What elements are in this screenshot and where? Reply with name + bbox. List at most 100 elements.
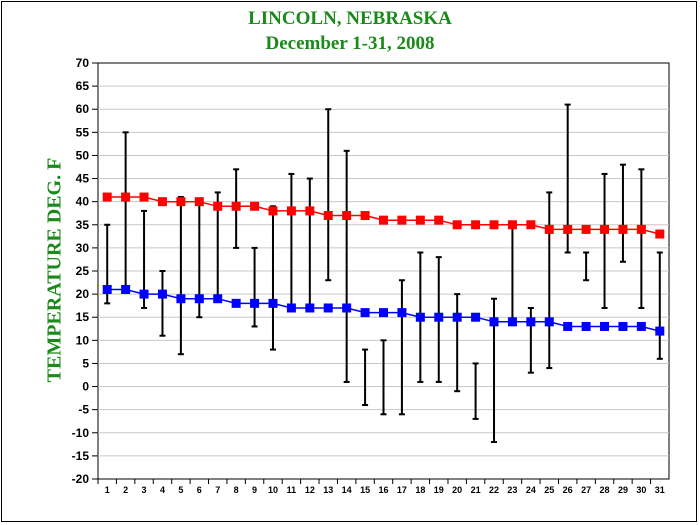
series-point-1 (507, 317, 517, 327)
series-point-0 (139, 192, 149, 202)
series-point-0 (452, 220, 462, 230)
x-tick-label: 21 (471, 485, 481, 495)
series-point-1 (489, 317, 499, 327)
series-point-1 (323, 303, 333, 313)
y-tick-label: 20 (76, 287, 90, 301)
series-point-0 (563, 224, 573, 234)
series-point-0 (305, 206, 315, 216)
x-tick-label: 19 (434, 485, 444, 495)
series-point-1 (636, 321, 646, 331)
y-tick-label: -5 (78, 403, 89, 417)
series-point-0 (471, 220, 481, 230)
x-tick-label: 17 (397, 485, 407, 495)
series-point-1 (360, 308, 370, 318)
series-point-0 (342, 211, 352, 221)
x-tick-label: 10 (268, 485, 278, 495)
series-point-0 (636, 224, 646, 234)
series-point-1 (102, 284, 112, 294)
series-point-0 (379, 215, 388, 225)
series-point-0 (176, 197, 186, 207)
x-tick-label: 11 (287, 485, 297, 495)
series-point-0 (415, 215, 425, 225)
series-point-0 (600, 224, 610, 234)
series-point-0 (544, 224, 554, 234)
series-point-0 (323, 211, 333, 221)
y-tick-label: 55 (76, 125, 90, 139)
y-tick-label: 5 (82, 356, 89, 370)
series-point-0 (618, 224, 628, 234)
x-tick-label: 27 (581, 485, 591, 495)
series-point-1 (452, 312, 462, 322)
series-point-1 (157, 289, 167, 299)
series-point-0 (231, 201, 241, 211)
x-tick-label: 8 (234, 485, 239, 495)
series-point-1 (176, 294, 186, 304)
x-tick-label: 18 (415, 485, 425, 495)
x-tick-label: 31 (655, 485, 665, 495)
y-tick-label: -10 (72, 426, 90, 440)
y-tick-label: 30 (76, 241, 90, 255)
x-tick-label: 25 (544, 485, 554, 495)
series-point-0 (250, 201, 260, 211)
x-tick-label: 30 (636, 485, 646, 495)
series-point-1 (194, 294, 204, 304)
x-tick-label: 24 (526, 485, 536, 495)
series-point-0 (286, 206, 296, 216)
series-point-1 (250, 298, 260, 308)
series-point-0 (581, 224, 591, 234)
x-tick-label: 13 (323, 485, 333, 495)
x-tick-label: 3 (142, 485, 147, 495)
chart-subtitle: December 1-31, 2008 (265, 33, 435, 54)
series-point-1 (434, 312, 444, 322)
series-point-1 (471, 312, 481, 322)
y-tick-label: 65 (76, 79, 90, 93)
series-point-0 (655, 229, 665, 239)
x-tick-label: 14 (342, 485, 352, 495)
x-tick-label: 5 (178, 485, 183, 495)
series-point-0 (157, 197, 167, 207)
series-point-1 (526, 317, 536, 327)
series-point-0 (121, 192, 131, 202)
series-point-0 (434, 215, 444, 225)
series-point-1 (563, 321, 573, 331)
series-point-1 (397, 308, 407, 318)
series-point-1 (655, 326, 665, 336)
y-tick-label: 15 (76, 310, 90, 324)
series-point-0 (489, 220, 499, 230)
series-point-1 (231, 298, 241, 308)
x-tick-label: 23 (507, 485, 517, 495)
series-point-1 (581, 321, 591, 331)
x-tick-label: 9 (252, 485, 257, 495)
series-point-0 (194, 197, 204, 207)
series-point-1 (600, 321, 610, 331)
y-tick-label: 60 (76, 102, 90, 116)
series-point-0 (102, 192, 112, 202)
y-tick-label: -20 (72, 472, 90, 486)
x-tick-label: 26 (563, 485, 573, 495)
chart-title: LINCOLN, NEBRASKA (248, 8, 452, 29)
series-point-1 (286, 303, 296, 313)
x-tick-label: 12 (305, 485, 315, 495)
series-point-0 (526, 220, 536, 230)
y-tick-label: 50 (76, 148, 90, 162)
x-tick-label: 29 (618, 485, 628, 495)
series-point-1 (121, 284, 131, 294)
series-point-1 (139, 289, 149, 299)
series-point-0 (360, 211, 370, 221)
y-tick-label: 25 (76, 264, 90, 278)
series-point-1 (618, 321, 628, 331)
series-point-1 (268, 298, 278, 308)
series-point-0 (213, 201, 223, 211)
series-point-1 (342, 303, 352, 313)
x-tick-label: 15 (360, 485, 370, 495)
y-tick-label: 0 (82, 380, 89, 394)
y-tick-label: 35 (76, 218, 90, 232)
series-point-1 (544, 317, 554, 327)
series-point-0 (397, 215, 407, 225)
series-point-0 (507, 220, 517, 230)
x-tick-label: 7 (215, 485, 220, 495)
series-point-1 (305, 303, 315, 313)
x-tick-label: 28 (600, 485, 610, 495)
